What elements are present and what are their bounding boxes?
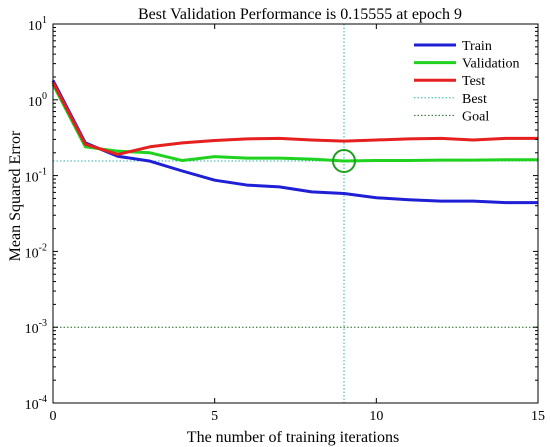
axes-frame xyxy=(52,23,539,404)
x-tick-label: 10 xyxy=(369,409,383,424)
legend-label-best: Best xyxy=(462,92,487,107)
plot-background xyxy=(53,24,538,403)
series-line-train xyxy=(51,79,538,205)
x-tick-label: 5 xyxy=(211,409,218,424)
y-tick-label: 10-1 xyxy=(25,167,47,186)
plot-area xyxy=(51,24,538,403)
legend: Train Validation Test Best Goal xyxy=(414,39,520,124)
best-epoch-marker xyxy=(332,149,356,174)
y-tick-label: 101 xyxy=(28,15,47,34)
y-tick-label: 100 xyxy=(28,91,47,110)
axes: 0 5 10 15 10-4 10-3 10-2 10-1 100 101 xyxy=(25,15,545,424)
legend-label-test: Test xyxy=(462,74,485,89)
x-tick-label: 0 xyxy=(50,409,57,424)
x-axis-label: The number of training iterations xyxy=(187,429,399,446)
series-line-test xyxy=(51,81,538,156)
x-tick-label: 15 xyxy=(531,409,545,424)
y-tick-label: 10-3 xyxy=(25,318,47,337)
y-tick-label: 10-4 xyxy=(25,394,47,413)
y-axis-label: Mean Squared Error xyxy=(7,130,24,261)
chart-title: Best Validation Performance is 0.15555 a… xyxy=(138,6,462,23)
y-tick-label: 10-2 xyxy=(25,242,47,261)
legend-label-validation: Validation xyxy=(462,57,520,72)
legend-label-train: Train xyxy=(462,39,492,54)
legend-label-goal: Goal xyxy=(462,109,489,124)
